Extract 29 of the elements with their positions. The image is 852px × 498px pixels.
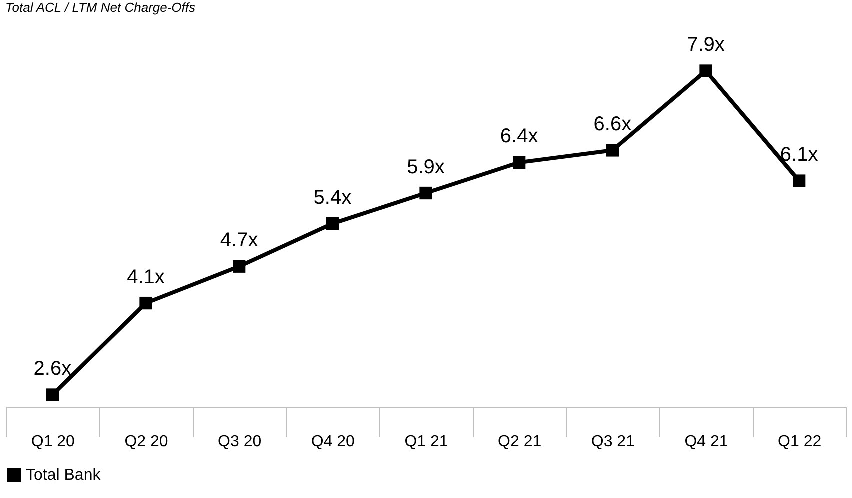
data-label: 5.9x — [407, 156, 445, 178]
point — [513, 156, 526, 170]
x-tick-label: Q1 20 — [31, 434, 76, 450]
x-tick-label: Q2 20 — [124, 434, 168, 450]
data-label: 2.6x — [34, 358, 72, 380]
data-label: 4.7x — [220, 230, 258, 252]
data-label: 6.1x — [780, 144, 818, 166]
x-tick-label: Q3 20 — [218, 434, 262, 450]
data-label: 6.6x — [594, 113, 632, 136]
point — [793, 174, 806, 188]
legend-label: Total Bank — [26, 467, 102, 484]
data-label: 5.4x — [314, 186, 352, 209]
data-label: 6.4x — [500, 126, 538, 148]
point — [233, 260, 246, 273]
point — [606, 144, 619, 157]
point — [420, 186, 432, 200]
x-tick-label: Q4 20 — [311, 434, 356, 450]
point — [46, 388, 59, 402]
x-tick-label: Q3 21 — [591, 434, 636, 450]
chart-title: Total ACL / LTM Net Charge-Offs — [6, 0, 196, 15]
x-tick-label: Q2 21 — [498, 434, 542, 450]
point — [140, 296, 152, 310]
data-label: 4.1x — [127, 266, 165, 288]
point — [326, 218, 339, 230]
x-tick-label: Q4 21 — [684, 434, 728, 450]
x-tick-label: Q1 22 — [778, 434, 822, 450]
x-tick-label: Q1 21 — [404, 434, 448, 450]
point — [700, 64, 712, 78]
data-label: 7.9x — [687, 34, 725, 56]
